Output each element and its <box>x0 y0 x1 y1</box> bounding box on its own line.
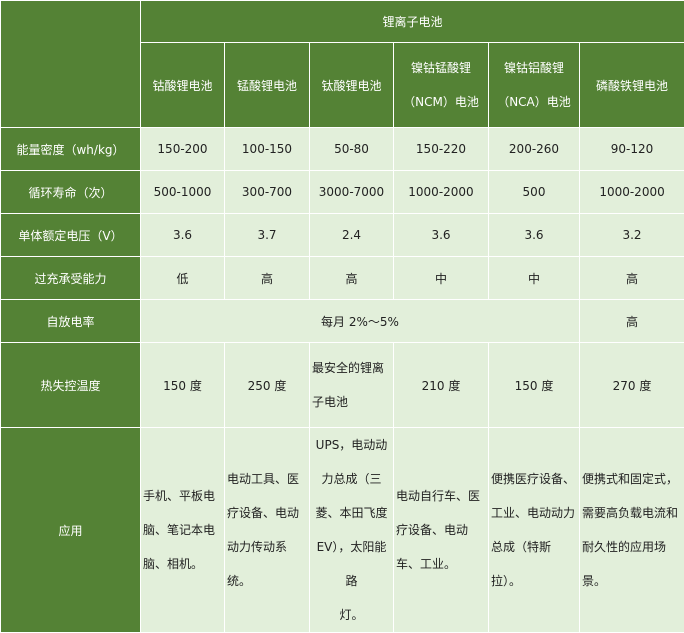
cell: 高 <box>310 257 394 300</box>
row-label: 过充承受能力 <box>1 257 141 300</box>
row-label: 自放电率 <box>1 300 141 343</box>
cell: 高 <box>225 257 310 300</box>
cell: 中 <box>394 257 489 300</box>
cell: 100-150 <box>225 128 310 171</box>
cell: 便携医疗设备、 工业、电动动力 总成（特斯拉）。 <box>489 428 580 633</box>
column-header: 钴酸锂电池 <box>141 43 225 128</box>
cell: 3000-7000 <box>310 171 394 214</box>
cell: 90-120 <box>580 128 684 171</box>
table-row: 过充承受能力 低 高 高 中 中 高 <box>1 257 684 300</box>
cell: 中 <box>489 257 580 300</box>
cell: 500 <box>489 171 580 214</box>
column-header: 磷酸铁锂电池 <box>580 43 684 128</box>
cell: 300-700 <box>225 171 310 214</box>
column-header: 镍钴锰酸锂 （NCM）电池 <box>394 43 489 128</box>
cell: 3.7 <box>225 214 310 257</box>
cell: 2.4 <box>310 214 394 257</box>
row-label: 单体额定电压（V） <box>1 214 141 257</box>
cell: 1000-2000 <box>394 171 489 214</box>
table-row: 自放电率 每月 2%～5% 高 <box>1 300 684 343</box>
column-header: 锰酸锂电池 <box>225 43 310 128</box>
cell: 电动自行车、医 疗设备、电动 车、工业。 <box>394 428 489 633</box>
cell: 高 <box>580 257 684 300</box>
cell: 便携式和固定式， 需要高负载电流和 耐久性的应用场 景。 <box>580 428 684 633</box>
table-row: 应用 手机、平板电 脑、笔记本电 脑、相机。 电动工具、医 疗设备、电动 动力传… <box>1 428 684 633</box>
cell: 3.2 <box>580 214 684 257</box>
row-label: 循环寿命（次） <box>1 171 141 214</box>
group-header: 锂离子电池 <box>141 1 684 43</box>
cell: 最安全的锂离 子电池 <box>310 343 394 428</box>
cell: 150-220 <box>394 128 489 171</box>
cell: 200-260 <box>489 128 580 171</box>
table-row: 热失控温度 150 度 250 度 最安全的锂离 子电池 210 度 150 度… <box>1 343 684 428</box>
column-header: 钛酸锂电池 <box>310 43 394 128</box>
cell: 3.6 <box>489 214 580 257</box>
cell: UPS，电动动 力总成（三 菱、本田飞度 EV），太阳能路 灯。 <box>310 428 394 633</box>
cell: 手机、平板电 脑、笔记本电 脑、相机。 <box>141 428 225 633</box>
cell: 50-80 <box>310 128 394 171</box>
table-row: 循环寿命（次） 500-1000 300-700 3000-7000 1000-… <box>1 171 684 214</box>
table-row: 能量密度（wh/kg） 150-200 100-150 50-80 150-22… <box>1 128 684 171</box>
cell: 270 度 <box>580 343 684 428</box>
table-row: 单体额定电压（V） 3.6 3.7 2.4 3.6 3.6 3.2 <box>1 214 684 257</box>
cell: 低 <box>141 257 225 300</box>
corner-cell <box>1 1 141 128</box>
row-label: 能量密度（wh/kg） <box>1 128 141 171</box>
cell: 250 度 <box>225 343 310 428</box>
cell: 150 度 <box>141 343 225 428</box>
row-label: 热失控温度 <box>1 343 141 428</box>
cell: 电动工具、医 疗设备、电动 动力传动系 统。 <box>225 428 310 633</box>
cell: 高 <box>580 300 684 343</box>
cell: 210 度 <box>394 343 489 428</box>
cell: 150-200 <box>141 128 225 171</box>
merged-cell: 每月 2%～5% <box>141 300 580 343</box>
row-label: 应用 <box>1 428 141 633</box>
cell: 3.6 <box>141 214 225 257</box>
cell: 3.6 <box>394 214 489 257</box>
cell: 1000-2000 <box>580 171 684 214</box>
column-header: 镍钴铝酸锂 （NCA）电池 <box>489 43 580 128</box>
cell: 150 度 <box>489 343 580 428</box>
cell: 500-1000 <box>141 171 225 214</box>
